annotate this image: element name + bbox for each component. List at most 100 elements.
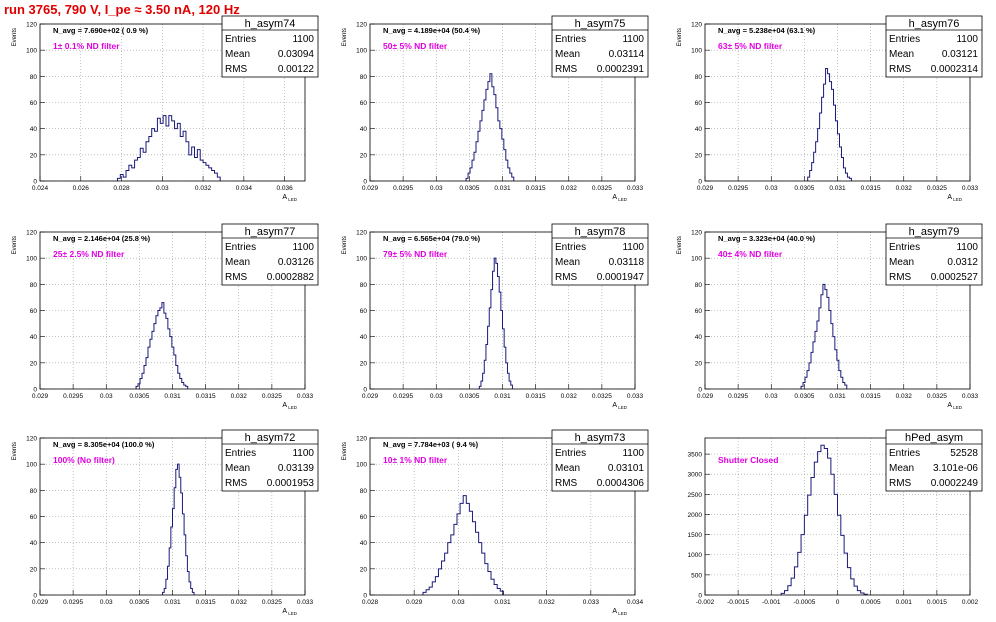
x-tick-label: -0.0005	[793, 599, 815, 606]
y-tick-label: 40	[30, 126, 38, 133]
navg-label: N_avg = 3.323e+04 (40.0 %)	[718, 234, 816, 243]
x-axis-subscript: LED	[617, 611, 628, 616]
y-tick-label: 20	[360, 566, 368, 573]
x-tick-label: 0.0315	[861, 185, 881, 192]
x-tick-label: 0.033	[627, 393, 644, 400]
x-tick-label: 0.0295	[728, 185, 748, 192]
stats-key: RMS	[555, 272, 578, 283]
navg-label: N_avg = 7.690e+02 ( 0.9 %)	[53, 26, 149, 35]
y-tick-label: 80	[360, 488, 368, 495]
stats-key: RMS	[889, 64, 912, 75]
y-tick-label: 60	[30, 308, 38, 315]
x-tick-label: 0.033	[297, 393, 314, 400]
x-tick-label: 0.029	[362, 185, 379, 192]
y-tick-label: 3500	[688, 452, 703, 459]
y-tick-label: 0	[33, 593, 37, 600]
y-tick-label: 2000	[688, 512, 703, 519]
x-tick-label: 0.0305	[129, 393, 149, 400]
x-tick-label: 0.002	[962, 599, 979, 606]
stats-title: h_asym74	[245, 18, 296, 30]
x-tick-label: 0.031	[494, 185, 511, 192]
x-tick-label: 0.03	[765, 185, 778, 192]
x-tick-label: 0.03	[100, 393, 113, 400]
histogram-panel: 0.029 0.0295 0.03 0.0305 0.031 0.0315 0.032 0.0…	[342, 15, 649, 202]
stats-key: Entries	[225, 34, 256, 45]
x-axis-label: A LED	[282, 402, 297, 410]
x-tick-label: 0.0295	[393, 185, 413, 192]
x-tick-label: 0.031	[829, 393, 846, 400]
y-tick-label: 0	[33, 179, 37, 186]
x-tick-label: 0.034	[236, 185, 253, 192]
stats-box	[885, 15, 983, 78]
stats-value: 0.0001947	[597, 272, 645, 283]
x-axis-subscript: LED	[287, 197, 298, 202]
x-tick-label: 0.031	[494, 599, 511, 606]
stats-key: Mean	[555, 257, 580, 268]
y-tick-label: 1000	[688, 552, 703, 559]
x-tick-label: 0.033	[962, 393, 979, 400]
x-tick-label: 0.033	[297, 599, 314, 606]
stats-key: Entries	[555, 34, 586, 45]
filter-label: 1± 0.1% ND filter	[53, 41, 120, 51]
y-tick-label: 3000	[688, 472, 703, 479]
x-axis-label: A LED	[947, 402, 962, 410]
stats-title: h_asym73	[575, 432, 626, 444]
stats-key: Mean	[225, 463, 250, 474]
x-axis-label: A LED	[612, 194, 627, 202]
y-tick-label: 120	[26, 230, 37, 237]
y-tick-label: 80	[360, 282, 368, 289]
stats-key: Mean	[889, 257, 914, 268]
x-tick-label: 0.0305	[459, 185, 479, 192]
x-axis-label: A LED	[947, 194, 962, 202]
stats-box	[221, 15, 319, 78]
x-tick-label: 0.03	[430, 393, 443, 400]
y-tick-label: 0	[363, 179, 367, 186]
y-tick-label: 0	[363, 387, 367, 394]
x-tick-label: 0.032	[539, 599, 556, 606]
x-tick-label: 0.001	[896, 599, 913, 606]
y-tick-label: 80	[30, 282, 38, 289]
x-tick-label: 0.036	[276, 185, 293, 192]
x-tick-label: 0.0315	[526, 393, 546, 400]
x-tick-label: 0.0305	[794, 393, 814, 400]
y-axis-label: Events	[12, 28, 18, 46]
y-tick-label: 120	[356, 230, 367, 237]
run-title: run 3765, 790 V, I_pe ≈ 3.50 nA, 120 Hz	[4, 2, 240, 17]
stats-key: Mean	[225, 49, 250, 60]
x-axis-subscript: LED	[287, 405, 298, 410]
x-tick-label: 0.032	[896, 393, 913, 400]
y-tick-label: 80	[30, 488, 38, 495]
histogram-panel: 0.028 0.029 0.03 0.031 0.032 0.033 0.034 0 20 40 6…	[342, 429, 649, 616]
x-tick-label: 0.0315	[196, 393, 216, 400]
x-tick-label: 0.0315	[526, 185, 546, 192]
stats-key: Mean	[889, 463, 914, 474]
stats-title: h_asym72	[245, 432, 296, 444]
x-tick-label: 0.031	[164, 393, 181, 400]
x-tick-label: 0.031	[164, 599, 181, 606]
y-tick-label: 0	[33, 387, 37, 394]
stats-value: 1100	[956, 34, 978, 45]
y-axis-label: Events	[342, 28, 348, 46]
y-tick-label: 20	[360, 152, 368, 159]
navg-label: N_avg = 8.305e+04 (100.0 %)	[53, 440, 155, 449]
navg-label: N_avg = 5.238e+04 (63.1 %)	[718, 26, 816, 35]
filter-label: 63± 5% ND filter	[718, 41, 783, 51]
histogram-panel: -0.002 -0.0015 -0.001 -0.0005 0 0.0005 0.001 0.…	[688, 429, 983, 606]
histogram-bars	[800, 283, 848, 389]
x-tick-label: 0.026	[73, 185, 90, 192]
stats-value: 0.03121	[942, 49, 979, 60]
stats-key: RMS	[555, 64, 578, 75]
filter-label: 25± 2.5% ND filter	[53, 249, 125, 259]
x-tick-label: 0.0325	[592, 393, 612, 400]
x-axis-label: A LED	[282, 608, 297, 616]
stats-key: Mean	[225, 257, 250, 268]
stats-value: 1100	[622, 242, 644, 253]
y-tick-label: 100	[26, 256, 37, 263]
x-tick-label: 0.029	[32, 599, 49, 606]
stats-title: h_asym76	[909, 18, 960, 30]
x-tick-label: 0.031	[494, 393, 511, 400]
y-tick-label: 120	[26, 22, 37, 29]
stats-key: RMS	[225, 64, 248, 75]
y-tick-label: 40	[695, 126, 703, 133]
x-tick-label: 0.03	[765, 393, 778, 400]
